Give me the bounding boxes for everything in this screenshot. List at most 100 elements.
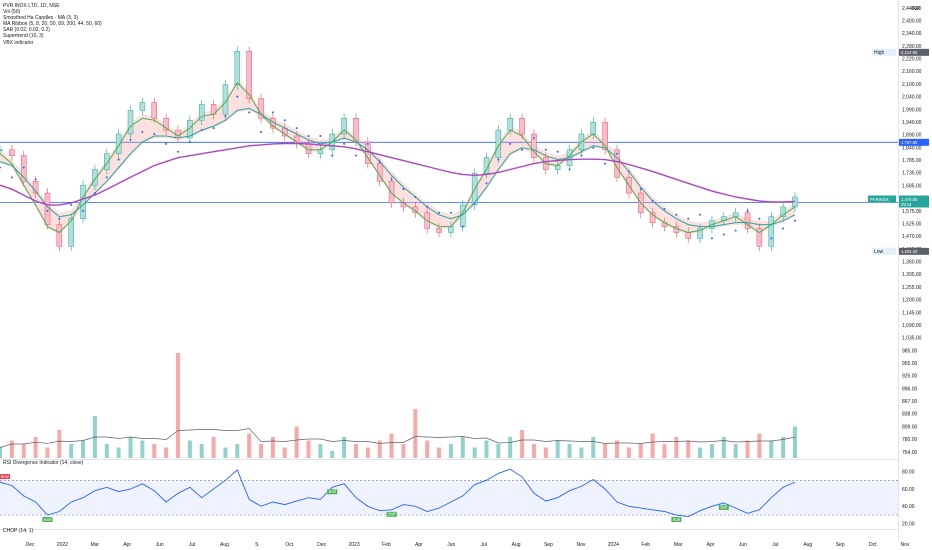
volume-bar xyxy=(223,447,228,458)
volume-bar xyxy=(579,447,584,458)
sar-dot xyxy=(675,213,678,216)
supertrend-cloud xyxy=(0,78,795,235)
candle-body xyxy=(317,149,324,154)
indicator-ma-ribbon[interactable]: MA Ribbon (5, 8, 20, 50, 89, 200, 44, 50… xyxy=(3,21,102,28)
price-axis-tick-label: 838.00 xyxy=(902,412,918,418)
sar-dot xyxy=(604,162,607,165)
last-countdown: 09:14 xyxy=(901,202,912,207)
rsi-axis-tick-label: 60.00 xyxy=(902,487,915,493)
price-pane[interactable] xyxy=(0,46,898,252)
indicator-supertrend[interactable]: Supertrend (10, 3) xyxy=(3,33,44,40)
volume-bar xyxy=(235,444,240,458)
hline-upper-tag-value: 1,757.85 xyxy=(901,140,918,145)
x-axis-tick-label: 2023 xyxy=(349,542,360,548)
price-axis-tick-label: 1,525.00 xyxy=(902,221,922,227)
volume-bar xyxy=(603,444,608,458)
sar-dot xyxy=(556,150,559,153)
x-axis-tick-label: Nov xyxy=(901,542,910,548)
volume-bar xyxy=(164,447,169,458)
price-axis-tick-label: 1,840.00 xyxy=(902,145,922,151)
candle-body xyxy=(234,51,241,86)
sar-dot xyxy=(402,188,405,191)
sar-dot xyxy=(461,225,464,228)
low-tag-value-bg xyxy=(899,247,929,255)
sar-dot xyxy=(414,196,417,199)
candle-body xyxy=(163,118,169,131)
x-axis-tick-label: Nov xyxy=(576,542,585,548)
volume-bar xyxy=(484,440,489,458)
volume-bar xyxy=(69,444,74,458)
sar-dot xyxy=(390,178,393,181)
sar-dot xyxy=(295,127,298,130)
candle-body xyxy=(495,129,502,158)
candle-body xyxy=(685,232,691,239)
currency-label: INR xyxy=(911,6,920,12)
indicator-volume[interactable]: Vol (50) xyxy=(3,9,21,16)
volume-pane xyxy=(0,353,797,458)
candle-body xyxy=(768,216,775,247)
sar-dot xyxy=(438,211,441,214)
volume-bar xyxy=(45,447,50,458)
x-axis-tick-label: Jul xyxy=(481,542,487,548)
volume-bar xyxy=(531,444,536,458)
volume-bar xyxy=(401,444,406,458)
price-axis-tick-label: 2,220.00 xyxy=(902,57,922,63)
price-axis-tick-label: 867.00 xyxy=(902,399,918,405)
hline-upper-tag: 1,757.85 xyxy=(899,138,929,146)
sar-dot xyxy=(426,205,429,208)
indicator-ha-candles[interactable]: Smoothed Ha Candles · MA (3, 3) xyxy=(3,15,79,22)
volume-bar xyxy=(686,440,691,458)
symbol-line[interactable]: PVR INOX LTD, 1D, NSE xyxy=(3,3,60,9)
candle-body xyxy=(115,133,122,154)
price-axis-tick-label: 2,040.00 xyxy=(902,95,922,101)
volume-bar xyxy=(199,444,204,458)
candle-body xyxy=(92,169,98,186)
candle-body xyxy=(246,51,252,99)
sar-dot xyxy=(188,140,191,143)
candle-body xyxy=(448,226,454,233)
bull-tag-bg xyxy=(718,504,729,510)
sar-dot xyxy=(627,170,630,173)
candle-body xyxy=(258,98,264,119)
price-axis-tick-label: 1,890.00 xyxy=(902,133,922,139)
chop-title[interactable]: CHOP (14, 1) xyxy=(3,528,34,534)
sar-dot xyxy=(544,148,547,151)
sar-dot xyxy=(354,154,357,157)
price-axis-tick-label: 985.00 xyxy=(902,348,918,354)
candle-body xyxy=(590,121,597,135)
volume-bar xyxy=(330,451,335,458)
candle-body xyxy=(341,118,347,135)
volume-bar xyxy=(81,440,86,458)
candle-body xyxy=(187,119,193,139)
sar-dot xyxy=(129,138,132,141)
price-axis-tick-label: 1,255.00 xyxy=(902,285,922,291)
sar-dot xyxy=(271,111,274,114)
volume-bar xyxy=(0,447,2,458)
x-axis-tick-label: Jul xyxy=(189,542,195,548)
candle-body xyxy=(56,224,63,247)
volume-bar xyxy=(413,409,418,458)
bull-tag-label: Bull xyxy=(329,489,336,494)
indicator-vbx[interactable]: VBX indicator xyxy=(3,39,34,46)
volume-bar xyxy=(793,426,797,458)
volume-bar xyxy=(745,440,750,458)
indicator-sar[interactable]: SAR (0.02, 0.02, 0.2) xyxy=(3,27,50,34)
volume-bar xyxy=(365,447,370,458)
rsi-title[interactable]: RSI Divergence Indicator (14, close) xyxy=(3,460,84,466)
candle-body xyxy=(388,181,395,204)
x-axis-tick-label: Apr xyxy=(707,542,715,548)
bull-tag-bg xyxy=(327,489,338,495)
x-axis-tick-label: 2024 xyxy=(608,542,619,548)
sar-dot xyxy=(260,131,263,134)
volume-bar xyxy=(567,444,572,458)
sar-dot xyxy=(236,95,239,98)
x-axis-tick-label: Jul xyxy=(772,542,778,548)
volume-bar xyxy=(448,444,453,458)
ma-line-ma_fast xyxy=(0,81,796,234)
candle-body xyxy=(139,102,146,111)
high-tag-value-bg xyxy=(899,48,929,56)
x-axis-tick-label: Dec xyxy=(26,542,35,548)
volume-bar xyxy=(674,437,679,458)
sar-dot xyxy=(22,166,25,169)
